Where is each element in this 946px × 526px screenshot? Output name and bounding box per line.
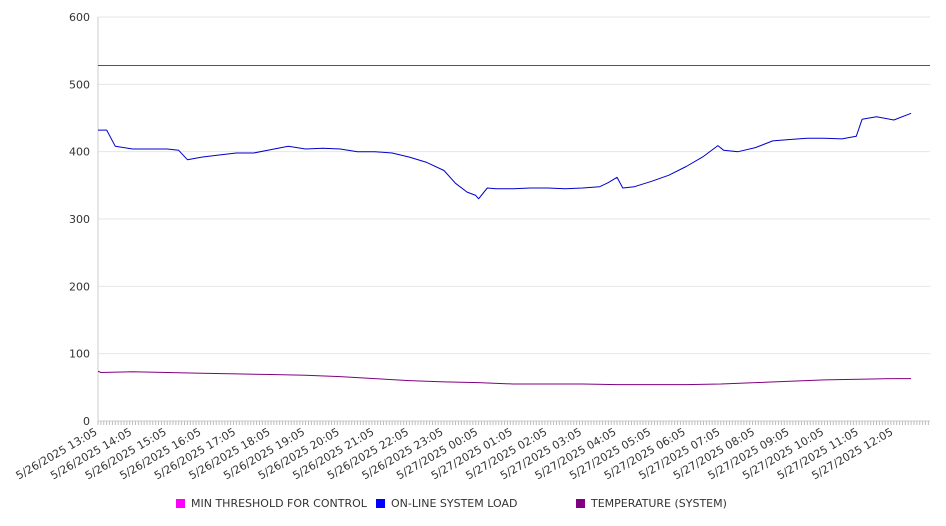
series-line-2 [97, 370, 912, 386]
legend-swatch-min-threshold [176, 499, 185, 508]
legend-item-min-threshold[interactable]: MIN THRESHOLD FOR CONTROL [176, 497, 367, 510]
legend-label-temperature: TEMPERATURE (SYSTEM) [591, 497, 727, 510]
legend-item-online-system-load[interactable]: ON-LINE SYSTEM LOAD [376, 497, 517, 510]
legend-item-temperature[interactable]: TEMPERATURE (SYSTEM) [576, 497, 727, 510]
y-tick-label-2: 200 [69, 280, 90, 293]
legend-label-online-system-load: ON-LINE SYSTEM LOAD [391, 497, 518, 510]
y-tick-label-5: 500 [69, 78, 90, 91]
y-tick-label-0: 0 [83, 415, 90, 428]
y-tick-label-1: 100 [69, 348, 90, 361]
series-line-1 [98, 112, 912, 200]
y-tick-label-4: 400 [69, 146, 90, 159]
legend-swatch-temperature [576, 499, 585, 508]
legend-label-min-threshold: MIN THRESHOLD FOR CONTROL [191, 497, 367, 510]
legend: MIN THRESHOLD FOR CONTROL ON-LINE SYSTEM… [0, 497, 946, 515]
y-tick-label-6: 600 [69, 11, 90, 24]
y-tick-label-3: 300 [69, 213, 90, 226]
legend-swatch-online-system-load [376, 499, 385, 508]
